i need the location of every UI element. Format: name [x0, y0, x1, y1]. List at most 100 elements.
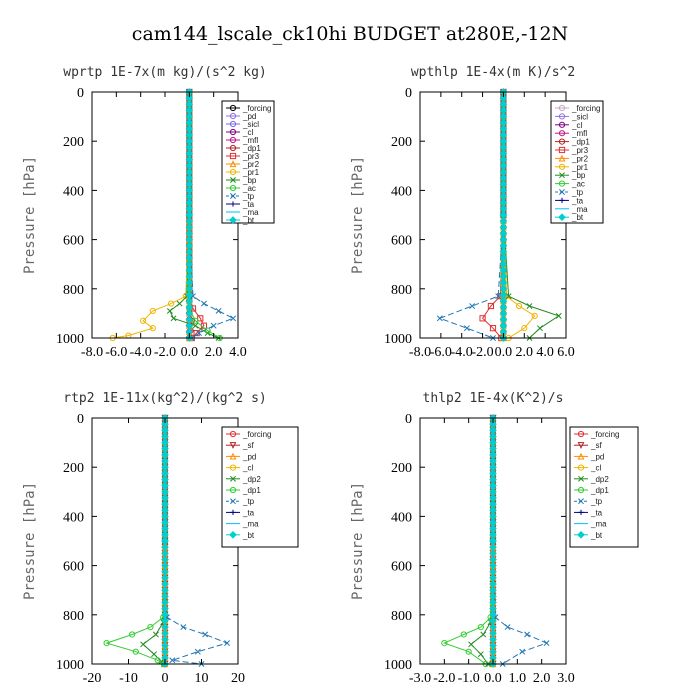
figure-title: cam144_lscale_ck10hi BUDGET at280E,-12N: [132, 23, 568, 45]
y-tick-label: 600: [391, 234, 412, 249]
legend-marker: [229, 160, 237, 168]
data-point: [460, 631, 467, 638]
legend-label: _ac: [571, 180, 585, 189]
data-point: [176, 300, 183, 307]
legend-marker: [577, 452, 585, 460]
legend-marker: [558, 130, 566, 137]
y-tick-label: 0: [77, 86, 84, 101]
data-point: [504, 624, 511, 631]
data-point: [230, 315, 237, 322]
series-line: [188, 92, 221, 339]
x-tick-label: -4.0: [451, 345, 473, 360]
data-point: [543, 640, 550, 647]
legend-marker: [558, 138, 566, 145]
x-tick-label: -20: [83, 671, 102, 686]
x-tick-label: -1.0: [458, 671, 480, 686]
data-point: [469, 303, 476, 309]
legend-label: _forcing: [242, 430, 271, 439]
legend: _forcing _sf _pd _cl _dp2 _dp1 _tp _ta _ma _bt: [569, 426, 639, 548]
x-tick-label: 6.0: [557, 345, 575, 360]
panel-rtp2: rtp2 1E-11x(kg^2)/(kg^2 s) Pressure [hPa]…: [22, 391, 299, 686]
legend-label: _pd: [242, 452, 256, 461]
y-tick-label: 600: [63, 560, 84, 575]
legend-label: _pd: [242, 112, 256, 121]
x-tick-label: 2.0: [516, 345, 534, 360]
legend-marker: [229, 452, 237, 460]
y-tick-label: 1000: [384, 332, 412, 347]
legend-label: _ta: [590, 508, 603, 517]
data-point: [169, 657, 176, 664]
data-point: [531, 312, 538, 319]
legend: _forcing_pd_sicl_cl_mfl_dp1_pr3_pr2_pr1_…: [221, 100, 275, 225]
legend-marker: [229, 144, 237, 152]
legend-label: _dp2: [242, 475, 261, 484]
legend-label: _pr1: [242, 168, 260, 177]
y-tick-label: 0: [405, 86, 412, 101]
data-point: [140, 317, 147, 324]
data-point: [103, 639, 110, 647]
y-tick-label: 800: [391, 283, 412, 298]
y-tick-label: 1000: [56, 332, 84, 347]
data-point: [192, 322, 199, 329]
legend-label: _pr3: [242, 152, 260, 161]
y-axis-label: Pressure [hPa]: [22, 482, 38, 600]
x-tick-label: 0.0: [181, 345, 199, 360]
legend-label: _tp: [590, 497, 603, 506]
legend-marker: [558, 180, 566, 187]
x-tick-label: -8.0: [81, 345, 103, 360]
y-tick-label: 800: [63, 283, 84, 298]
legend-marker: [578, 498, 584, 505]
data-point: [436, 315, 443, 322]
x-tick-label: 20: [231, 671, 245, 686]
data-point: [151, 651, 158, 658]
legend-marker: [559, 172, 565, 179]
legend-marker: [558, 113, 566, 120]
legend-label: _bp: [571, 171, 586, 180]
legend-marker: [559, 197, 565, 203]
legend-label: _ma: [242, 520, 259, 529]
legend-marker: [229, 430, 237, 438]
legend-label: _ma: [590, 520, 607, 529]
series-line: [492, 418, 548, 665]
y-tick-label: 200: [391, 461, 412, 476]
data-point: [524, 631, 531, 638]
legend-marker: [558, 146, 566, 154]
data-point: [132, 648, 139, 655]
data-point: [197, 315, 204, 322]
legend-marker: [577, 464, 585, 471]
legend-label: _dp1: [590, 486, 609, 495]
legend-label: _dp2: [590, 475, 609, 484]
data-point: [149, 307, 156, 315]
data-point: [170, 315, 177, 322]
legend-label: _sf: [590, 441, 602, 450]
legend-marker: [558, 121, 566, 128]
panel-thlp2: thlp2 1E-4x(K^2)/s Pressure [hPa] -3.0 -2.0…: [350, 391, 639, 686]
legend-marker: [230, 475, 236, 482]
legend-label: _dp1: [242, 144, 261, 153]
panel-title: wprtp 1E-7x(m kg)/(s^2 kg): [63, 65, 267, 80]
data-point: [465, 648, 472, 655]
legend-box: [550, 100, 604, 224]
legend-label: _ta: [242, 508, 255, 517]
y-tick-label: 800: [63, 609, 84, 624]
data-point: [167, 300, 175, 307]
y-tick-label: 400: [63, 510, 84, 525]
legend-marker: [558, 213, 566, 222]
legend-label: _ma: [571, 205, 588, 214]
legend-marker: [577, 530, 585, 539]
data-point: [154, 657, 161, 664]
data-point: [166, 307, 173, 314]
legend-marker: [230, 177, 236, 183]
data-point: [526, 303, 533, 309]
legend-marker: [229, 530, 237, 539]
legend-label: _ma: [242, 208, 259, 217]
legend-marker: [230, 193, 236, 199]
data-point: [194, 648, 201, 655]
legend-label: _ta: [242, 200, 255, 209]
legend-box: [221, 426, 299, 548]
x-tick-label: -10: [119, 671, 138, 686]
legend-marker: [558, 163, 566, 170]
y-tick-label: 400: [391, 184, 412, 199]
legend-label: _pr2: [242, 160, 260, 169]
legend-label: _sicl: [571, 112, 588, 121]
